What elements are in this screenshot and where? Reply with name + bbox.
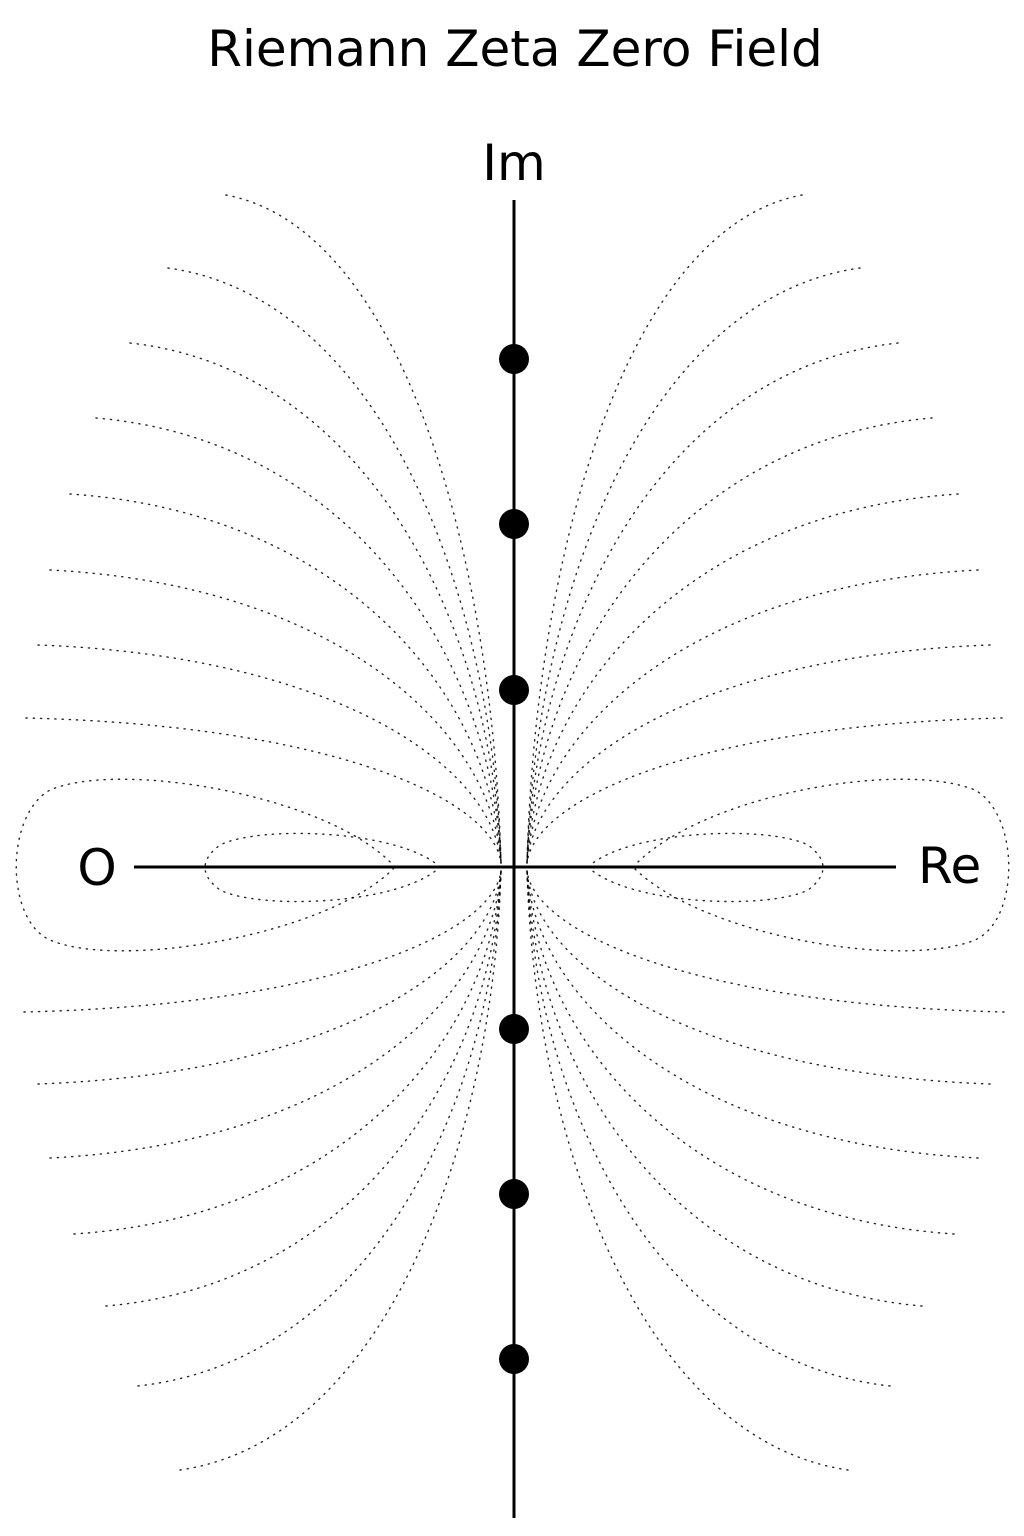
- field-line-left: [25, 717, 502, 864]
- field-line-right: [526, 870, 979, 1159]
- field-line-left: [49, 870, 502, 1159]
- origin-label: O: [77, 839, 116, 897]
- field-line-right: [526, 870, 923, 1307]
- zero-lower-3: [499, 1344, 529, 1374]
- field-loop-left: [15, 778, 396, 952]
- zero-lower-2: [499, 1179, 529, 1209]
- field-lines: [15, 194, 1010, 1471]
- diagram-title: Riemann Zeta Zero Field: [207, 20, 823, 78]
- field-line-left: [49, 569, 502, 864]
- zero-lower-1: [499, 1014, 529, 1044]
- field-line-left: [95, 417, 502, 864]
- field-line-right: [526, 417, 933, 864]
- field-line-right: [526, 870, 955, 1235]
- field-line-right: [526, 569, 979, 864]
- zero-upper-2: [499, 509, 529, 539]
- field-line-left: [23, 870, 502, 1013]
- field-line-right: [526, 870, 849, 1471]
- field-line-right: [526, 342, 899, 864]
- field-line-right: [526, 870, 1005, 1013]
- field-line-left: [69, 493, 502, 864]
- field-line-right: [526, 644, 991, 864]
- field-line-left: [225, 194, 502, 864]
- zero-upper-1: [499, 675, 529, 705]
- zeros-group: [499, 344, 529, 1374]
- field-line-left: [167, 267, 502, 864]
- field-line-left: [137, 870, 502, 1387]
- field-line-left: [73, 870, 502, 1235]
- field-line-left: [37, 644, 502, 864]
- field-line-right: [526, 267, 861, 864]
- field-line-left: [105, 870, 502, 1307]
- field-line-left: [37, 870, 502, 1085]
- field-line-right: [526, 493, 959, 864]
- field-line-left: [129, 342, 502, 864]
- real-axis-label: Re: [918, 837, 981, 895]
- field-loop-right: [632, 778, 1010, 952]
- zero-upper-3: [499, 344, 529, 374]
- field-line-left: [179, 870, 502, 1471]
- imaginary-axis-label: Im: [482, 134, 545, 192]
- field-line-right: [526, 870, 991, 1085]
- field-line-right: [526, 717, 1003, 864]
- field-line-right: [526, 194, 803, 864]
- field-line-right: [526, 870, 891, 1387]
